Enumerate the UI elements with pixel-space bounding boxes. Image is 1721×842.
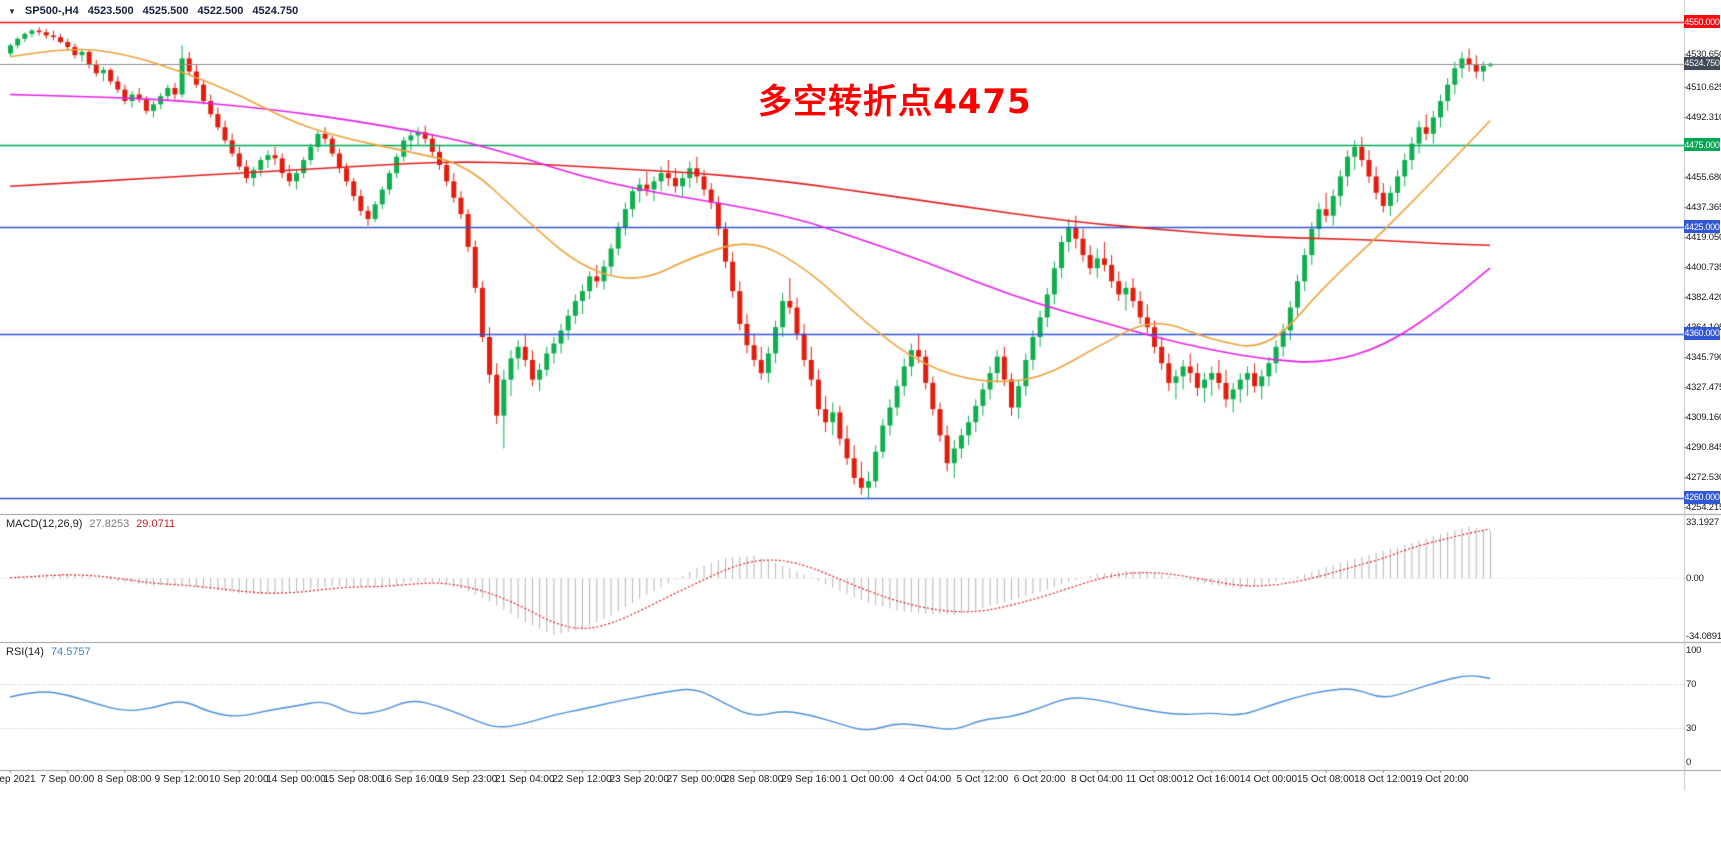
trading-chart-window: ▼ SP500-,H4 4523.500 4525.500 4522.500 4… (0, 0, 1721, 842)
chart-canvas[interactable] (0, 0, 1721, 842)
